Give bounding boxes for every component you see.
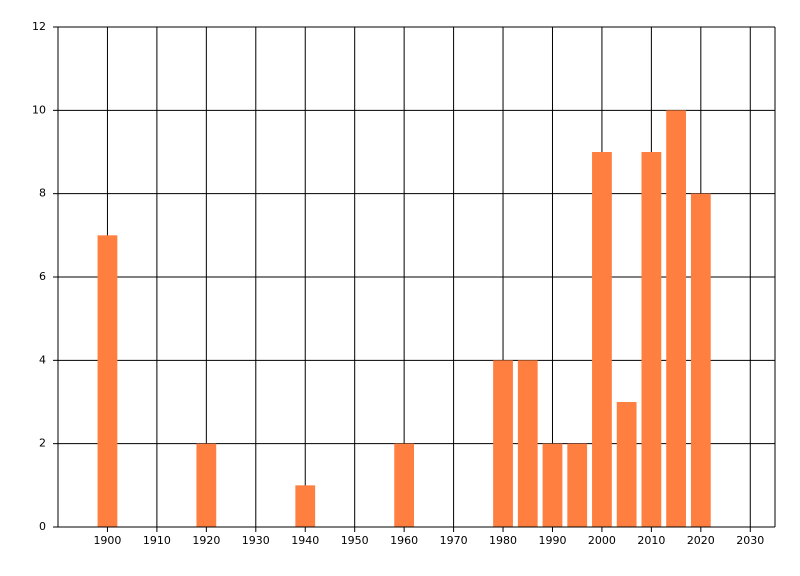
x-tick-label: 1980	[489, 534, 517, 547]
bar	[196, 443, 217, 527]
x-tick-label: 2030	[736, 534, 764, 547]
bar	[690, 193, 711, 527]
bar	[567, 443, 588, 527]
y-tick-label: 10	[32, 103, 46, 116]
bar	[295, 485, 316, 527]
bar	[394, 443, 415, 527]
y-tick-label: 8	[39, 187, 46, 200]
y-tick-label: 4	[39, 353, 46, 366]
bar	[97, 235, 118, 528]
x-tick-label: 1970	[440, 534, 468, 547]
y-tick-label: 12	[32, 20, 46, 33]
bar	[493, 360, 513, 527]
x-tick-label: 1940	[291, 534, 319, 547]
x-tick-label: 1960	[390, 534, 418, 547]
y-tick-label: 0	[39, 520, 46, 533]
x-tick-label: 2000	[588, 534, 616, 547]
bar	[641, 152, 662, 527]
x-tick-label: 1950	[341, 534, 369, 547]
x-tick-label: 2020	[687, 534, 715, 547]
x-tick-label: 1990	[538, 534, 566, 547]
y-tick-label: 2	[39, 437, 46, 450]
bar	[616, 402, 637, 527]
y-tick-label: 6	[39, 270, 46, 283]
x-tick-label: 2010	[637, 534, 665, 547]
x-tick-label: 1920	[192, 534, 220, 547]
x-tick-label: 1900	[93, 534, 121, 547]
bar	[517, 360, 538, 527]
x-tick-label: 1930	[242, 534, 270, 547]
bar	[542, 443, 563, 527]
bar	[666, 110, 686, 527]
bar	[592, 152, 612, 527]
x-tick-label: 1910	[143, 534, 171, 547]
